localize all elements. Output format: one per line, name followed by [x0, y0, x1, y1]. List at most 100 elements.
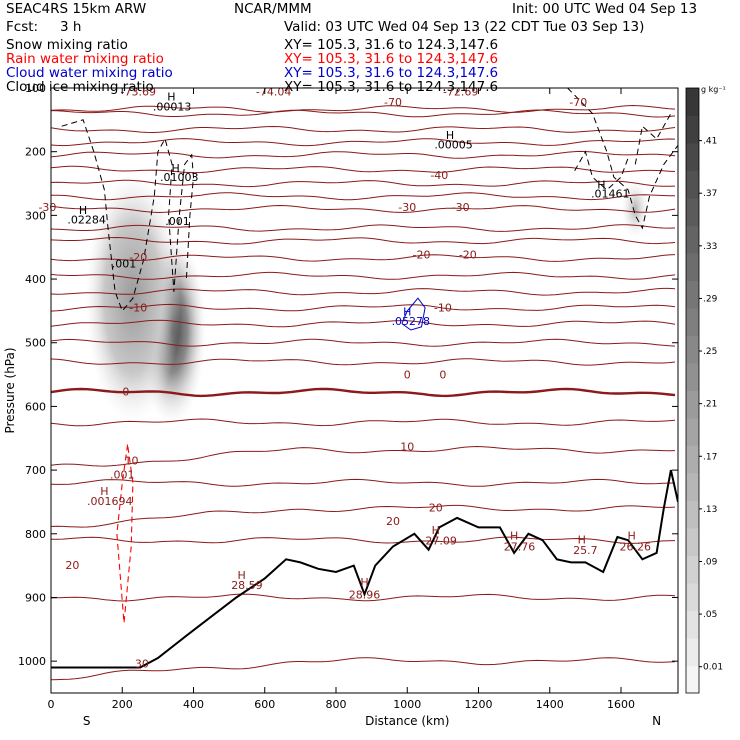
x-tick-label: 400: [183, 698, 204, 711]
field-xy-rain: XY= 105.3, 31.6 to 124.3,147.6: [284, 51, 499, 67]
valid-time: Valid: 03 UTC Wed 04 Sep 13 (22 CDT Tue …: [284, 19, 645, 35]
model-title: SEAC4RS 15km ARW: [6, 1, 147, 17]
extremum-label: .01003: [160, 171, 199, 184]
isotherm-minor: [51, 236, 676, 245]
x-axis-title: Distance (km): [365, 714, 449, 728]
isotherm-label: -30: [398, 201, 416, 214]
colorbar-swatch: [686, 473, 699, 501]
field-xy-cloud-water: XY= 105.3, 31.6 to 124.3,147.6: [284, 65, 499, 81]
colorbar-swatch: [686, 335, 699, 364]
field-label-cloud-ice: Cloud ice mixing ratio: [6, 79, 154, 95]
y-axis-title: Pressure (hPa): [3, 347, 17, 433]
colorbar-swatch: [686, 390, 699, 419]
isotherm-label: 0: [122, 386, 129, 399]
endpoint-north-label: N: [652, 714, 661, 728]
extremum-label: 27.09: [425, 535, 457, 548]
forecast-hour: 3 h: [60, 19, 82, 35]
extremum-label: H: [628, 530, 636, 543]
cloud-ice-contour-west: [61, 119, 195, 312]
extremum-label: .001: [165, 215, 190, 228]
plot-frame: [50, 87, 679, 694]
x-tick-label: 200: [112, 698, 133, 711]
colorbar-tick-label: .05: [703, 610, 717, 620]
extremum-label: H: [446, 129, 454, 142]
colorbar-swatch: [686, 88, 699, 116]
colorbar-swatch: [686, 198, 699, 226]
colorbar-swatch: [686, 363, 699, 391]
isotherm-10: [51, 445, 676, 467]
colorbar-swatch: [686, 610, 699, 639]
colorbar-swatch: [686, 225, 699, 254]
extremum-label: 26.26: [620, 540, 652, 553]
field-label-rain: Rain water mixing ratio: [6, 51, 164, 67]
x-tick-label: 800: [326, 698, 347, 711]
colorbar-tick-label: .25: [703, 347, 717, 357]
extremum-label: .001: [110, 468, 135, 481]
isotherm-minor: [51, 271, 676, 280]
isotherm--20: [51, 254, 676, 262]
isotherm-label: -10: [129, 302, 147, 315]
colorbar-tick-label: .21: [703, 400, 717, 410]
x-tick-label: 600: [254, 698, 275, 711]
extremum-label: 27.76: [504, 540, 536, 553]
field-xy-cloud-ice: XY= 105.3, 31.6 to 124.3,147.6: [284, 79, 499, 95]
colorbar-tick-label: .33: [703, 242, 717, 252]
field-xy-snow: XY= 105.3, 31.6 to 124.3,147.6: [284, 37, 499, 53]
extremum-label: .05278: [392, 315, 431, 328]
y-tick-label: 700: [25, 464, 46, 477]
y-tick-label: 900: [25, 591, 46, 604]
extremum-label: 25.7: [573, 544, 598, 557]
isotherm-label: -73.69: [121, 86, 156, 99]
terrain-profile: [51, 469, 678, 669]
snow-contour-east-upper: [634, 113, 672, 165]
extremum-label: 28.96: [349, 589, 381, 602]
mixing-ratio-east-shading: [621, 179, 650, 239]
extremum-label: .02284: [67, 214, 106, 227]
isotherm--70: [51, 104, 676, 113]
isotherm--30: [51, 204, 676, 214]
x-tick-label: 1400: [536, 698, 564, 711]
isotherm-minor: [51, 418, 676, 427]
colorbar-swatch: [686, 583, 699, 611]
isotherm-label: -30: [38, 201, 56, 214]
colorbar-swatch: [686, 253, 699, 281]
extremum-label: H: [510, 530, 518, 543]
extremum-label: .00005: [434, 139, 473, 152]
cloud-water-contour: [401, 297, 426, 331]
isotherm-minor: [51, 224, 676, 232]
colorbar-tick-label: 0.01: [703, 663, 723, 673]
extremum-label: H: [360, 576, 368, 589]
extremum-label: H: [79, 204, 87, 217]
field-label-snow: Snow mixing ratio: [6, 37, 128, 53]
isotherm-0: [51, 387, 676, 398]
isotherm-minor: [51, 593, 676, 602]
isotherm-minor: [51, 536, 676, 544]
extremum-label: H: [172, 162, 180, 175]
extremum-label: H: [403, 305, 411, 318]
field-label-cloud-water: Cloud water mixing ratio: [6, 65, 173, 81]
isotherm--10: [51, 303, 676, 312]
y-tick-label: 300: [25, 209, 46, 222]
colorbar-swatch: [686, 638, 699, 666]
x-tick-label: 1600: [607, 698, 635, 711]
colorbar-frame: [685, 87, 700, 694]
colorbar-unit: g kg⁻¹: [701, 85, 726, 94]
org-label: NCAR/MMM: [234, 1, 312, 17]
colorbar-tick-label: .29: [703, 294, 718, 304]
forecast-label: Fcst:: [6, 19, 39, 35]
y-tick-label: 1000: [18, 655, 46, 668]
y-tick-label: 100: [25, 82, 46, 95]
isotherm-minor: [51, 358, 676, 366]
isotherm-minor: [51, 165, 676, 174]
endpoint-south-label: S: [83, 714, 91, 728]
isotherm-minor: [51, 338, 676, 347]
isotherm-label: 10: [400, 440, 414, 453]
colorbar-swatch: [686, 143, 699, 171]
extremum-label: .01461: [591, 188, 630, 201]
colorbar-tick-label: .41: [703, 137, 717, 147]
colorbar-tick-label: .13: [703, 505, 717, 515]
colorbar-swatch: [686, 308, 699, 336]
isotherm-label: 20: [429, 502, 443, 515]
colorbar-tick-label: .09: [703, 557, 718, 567]
isotherm-label: 30: [135, 658, 149, 671]
